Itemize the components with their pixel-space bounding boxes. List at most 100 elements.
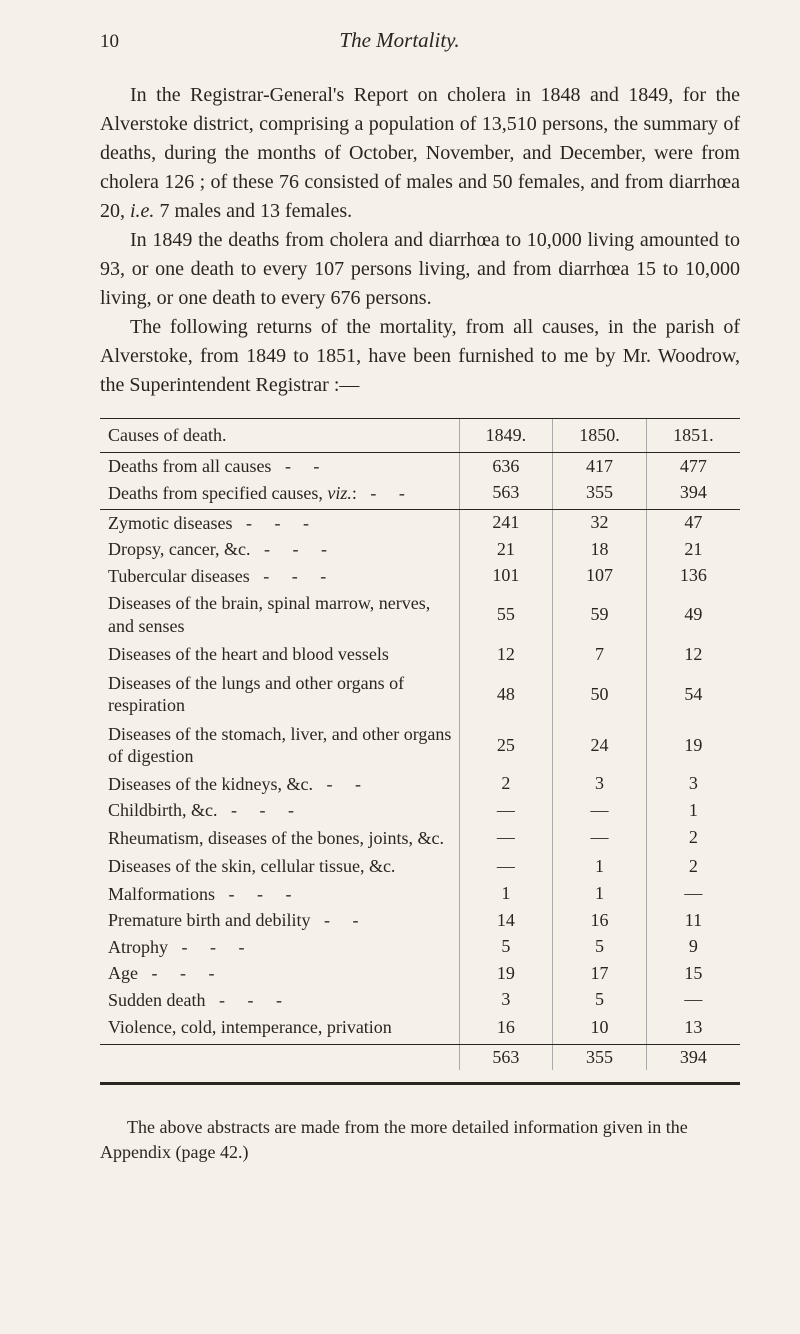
row-value: 2 (459, 771, 553, 798)
table-row: Diseases of the stomach, liver, and othe… (100, 720, 740, 771)
row-label: Deaths from all causes - - (100, 453, 459, 480)
row-value: 48 (459, 669, 553, 720)
row-label: Sudden death - - - (100, 987, 459, 1014)
row-value: 636 (459, 453, 553, 480)
row-value: 50 (553, 669, 647, 720)
row-value: 7 (553, 640, 647, 669)
row-value: 19 (459, 960, 553, 987)
table-header-row: Causes of death. 1849. 1850. 1851. (100, 419, 740, 453)
row-value: 21 (459, 536, 553, 563)
row-value: — (459, 797, 553, 824)
row-value: 136 (646, 563, 740, 590)
row-value: 5 (553, 934, 647, 961)
row-value: — (646, 881, 740, 908)
row-value: 394 (646, 1045, 740, 1071)
table-row: Malformations - - -11— (100, 881, 740, 908)
table-row: Diseases of the heart and blood vessels1… (100, 640, 740, 669)
row-value: 2 (646, 824, 740, 853)
table-row: Premature birth and debility - - 141611 (100, 907, 740, 934)
table-row: Diseases of the kidneys, &c. - - 233 (100, 771, 740, 798)
row-value: 17 (553, 960, 647, 987)
row-value: 16 (459, 1013, 553, 1042)
row-value: 18 (553, 536, 647, 563)
row-value: 25 (459, 720, 553, 771)
table-end-rule (100, 1082, 740, 1085)
row-value: 5 (459, 934, 553, 961)
row-value: 11 (646, 907, 740, 934)
row-value: — (459, 824, 553, 853)
row-value: 241 (459, 509, 553, 536)
row-value: 59 (553, 589, 647, 640)
table-row: Diseases of the brain, spinal marrow, ne… (100, 589, 740, 640)
row-label: Deaths from specified causes, viz.: - - (100, 480, 459, 507)
row-label: Diseases of the kidneys, &c. - - (100, 771, 459, 798)
row-label: Diseases of the stomach, liver, and othe… (100, 720, 459, 771)
row-label: Tubercular diseases - - - (100, 563, 459, 590)
row-value: 32 (553, 509, 647, 536)
row-value: 3 (459, 987, 553, 1014)
table-row: Diseases of the skin, cellular tissue, &… (100, 852, 740, 881)
row-value: 14 (459, 907, 553, 934)
table-row: Rheumatism, diseases of the bones, joint… (100, 824, 740, 853)
row-value: 563 (459, 480, 553, 507)
row-value: — (646, 987, 740, 1014)
row-value: 107 (553, 563, 647, 590)
row-value: 13 (646, 1013, 740, 1042)
footnote: The above abstracts are made from the mo… (100, 1115, 740, 1165)
paragraph-3: The following returns of the mortality, … (100, 313, 740, 400)
row-label: Atrophy - - - (100, 934, 459, 961)
table-row: Childbirth, &c. - - -——1 (100, 797, 740, 824)
row-value: 49 (646, 589, 740, 640)
table-row: Tubercular diseases - - -101107136 (100, 563, 740, 590)
row-value: 3 (646, 771, 740, 798)
row-label: Diseases of the heart and blood vessels (100, 640, 459, 669)
row-value: 101 (459, 563, 553, 590)
row-label: Violence, cold, intemperance, privation (100, 1013, 459, 1042)
row-value: 12 (459, 640, 553, 669)
mortality-table: Causes of death. 1849. 1850. 1851. Death… (100, 418, 740, 1070)
row-value: 55 (459, 589, 553, 640)
row-value: 1 (553, 852, 647, 881)
col-header-cause: Causes of death. (100, 419, 459, 453)
table-row: Deaths from all causes - - 636417477 (100, 453, 740, 480)
row-value: 355 (553, 480, 647, 507)
row-label: Diseases of the lungs and other organs o… (100, 669, 459, 720)
table-row: Deaths from specified causes, viz.: - - … (100, 480, 740, 507)
row-value: 19 (646, 720, 740, 771)
table-row: Age - - -191715 (100, 960, 740, 987)
row-value: 417 (553, 453, 647, 480)
row-value: 355 (553, 1045, 647, 1071)
body-text: In the Registrar-General's Report on cho… (100, 81, 740, 400)
page-header: 10 The Mortality. (100, 28, 740, 53)
col-header-1850: 1850. (553, 419, 647, 453)
row-value: 21 (646, 536, 740, 563)
row-label: Diseases of the skin, cellular tissue, &… (100, 852, 459, 881)
row-label: Zymotic diseases - - - (100, 509, 459, 536)
row-value: — (553, 824, 647, 853)
table-row: Sudden death - - -35— (100, 987, 740, 1014)
row-value: 5 (553, 987, 647, 1014)
row-value: 54 (646, 669, 740, 720)
row-value: 2 (646, 852, 740, 881)
col-header-1849: 1849. (459, 419, 553, 453)
row-label: Premature birth and debility - - (100, 907, 459, 934)
row-value: 477 (646, 453, 740, 480)
table-row: Diseases of the lungs and other organs o… (100, 669, 740, 720)
row-value: 24 (553, 720, 647, 771)
row-value: — (459, 852, 553, 881)
paragraph-1: In the Registrar-General's Report on cho… (100, 81, 740, 226)
col-header-1851: 1851. (646, 419, 740, 453)
running-title: The Mortality. (89, 28, 710, 53)
row-value: 1 (459, 881, 553, 908)
row-value: — (553, 797, 647, 824)
row-value: 9 (646, 934, 740, 961)
row-label: Malformations - - - (100, 881, 459, 908)
row-label: Age - - - (100, 960, 459, 987)
row-value: 1 (553, 881, 647, 908)
row-label (100, 1045, 459, 1071)
row-value: 12 (646, 640, 740, 669)
row-value: 394 (646, 480, 740, 507)
table-row: Dropsy, cancer, &c. - - -211821 (100, 536, 740, 563)
table-row: Violence, cold, intemperance, privation1… (100, 1013, 740, 1042)
row-value: 563 (459, 1045, 553, 1071)
